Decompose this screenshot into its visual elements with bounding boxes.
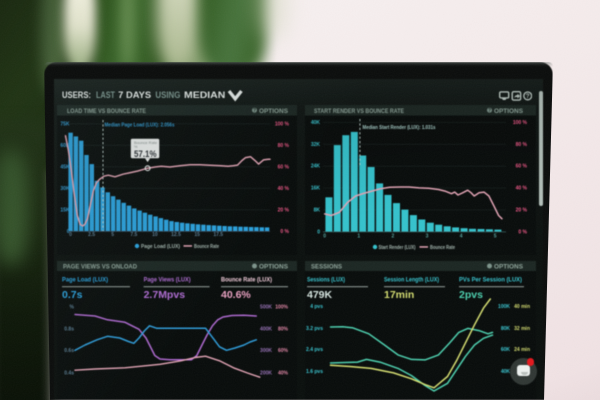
svg-text:?: ?: [488, 108, 491, 114]
svg-text:2.5: 2.5: [88, 232, 95, 238]
svg-text:4 pvs: 4 pvs: [310, 304, 323, 310]
svg-text:?: ?: [526, 93, 530, 100]
svg-text:0: 0: [323, 234, 326, 240]
svg-text:300K: 300K: [260, 348, 272, 354]
svg-text:15: 15: [194, 232, 200, 238]
svg-text:40 min: 40 min: [514, 304, 530, 310]
svg-text:200K: 200K: [260, 371, 272, 377]
svg-text:40K: 40K: [501, 369, 511, 375]
svg-text:LOAD TIME VS BOUNCE RATE: LOAD TIME VS BOUNCE RATE: [67, 109, 146, 115]
svg-text:7 DAYS: 7 DAYS: [118, 90, 151, 100]
svg-text:80K: 80K: [501, 326, 511, 332]
svg-text:Bounce Rate: Bounce Rate: [194, 244, 219, 250]
svg-text:OPTIONS: OPTIONS: [494, 109, 523, 115]
svg-text:OPTIONS: OPTIONS: [259, 109, 288, 115]
svg-text:40%: 40%: [278, 371, 289, 377]
svg-text:80%: 80%: [278, 326, 289, 332]
svg-text:500K: 500K: [260, 305, 272, 311]
svg-text:Page Load (LUX): Page Load (LUX): [141, 244, 180, 250]
svg-text:16K: 16K: [311, 186, 321, 192]
svg-text:3.2 pvs: 3.2 pvs: [306, 326, 323, 332]
svg-text:1.6 pvs: 1.6 pvs: [306, 369, 323, 375]
svg-text:%: %: [70, 305, 75, 311]
svg-text:32 min: 32 min: [514, 326, 530, 332]
svg-text:17.5: 17.5: [213, 232, 223, 238]
svg-text:60K: 60K: [501, 347, 511, 353]
svg-text:2pvs: 2pvs: [459, 289, 483, 301]
svg-text:75K: 75K: [60, 121, 70, 127]
svg-text:Start Render (LUX): Start Render (LUX): [379, 245, 416, 251]
svg-text:40 %: 40 %: [278, 186, 290, 192]
svg-text:2.4 pvs: 2.4 pvs: [306, 347, 323, 353]
svg-text:12.5: 12.5: [171, 232, 181, 238]
svg-text:20 %: 20 %: [278, 207, 290, 213]
svg-text:2.7Mpvs: 2.7Mpvs: [144, 289, 186, 301]
svg-text:40K: 40K: [311, 120, 321, 126]
svg-text:20 %: 20 %: [516, 207, 528, 213]
svg-text:0: 0: [317, 229, 320, 235]
svg-text:100K: 100K: [498, 304, 510, 310]
svg-text:0 %: 0 %: [518, 229, 527, 235]
svg-text:17min: 17min: [384, 289, 414, 301]
svg-text:0.6s: 0.6s: [64, 348, 74, 354]
svg-text:24K: 24K: [311, 164, 321, 170]
svg-text:START RENDER VS BOUNCE RATE: START RENDER VS BOUNCE RATE: [314, 109, 404, 115]
svg-text:OPTIONS: OPTIONS: [259, 265, 288, 271]
svg-text:0: 0: [69, 232, 72, 238]
svg-text:80 %: 80 %: [278, 143, 290, 149]
svg-text:PVs Per Session (LUX): PVs Per Session (LUX): [459, 278, 522, 284]
svg-text:100 %: 100 %: [513, 120, 528, 126]
svg-text:LAST: LAST: [96, 90, 115, 100]
svg-text:100 %: 100 %: [275, 121, 290, 127]
svg-text:5: 5: [111, 232, 114, 238]
svg-text:MEDIAN: MEDIAN: [184, 90, 226, 100]
svg-text:40 %: 40 %: [516, 186, 528, 192]
svg-text:8K: 8K: [314, 207, 321, 213]
svg-text:57.1%: 57.1%: [134, 148, 157, 159]
svg-text:4: 4: [460, 234, 463, 240]
svg-text:400K: 400K: [260, 326, 272, 332]
svg-text:5: 5: [494, 234, 497, 240]
svg-text:24 min: 24 min: [514, 347, 530, 353]
svg-text:60 %: 60 %: [516, 164, 528, 170]
svg-text:0.7s: 0.7s: [62, 289, 83, 301]
svg-text:1: 1: [357, 234, 360, 240]
svg-text:Bounce Rate (LUX): Bounce Rate (LUX): [221, 278, 272, 284]
svg-text:?: ?: [253, 108, 256, 114]
svg-text:479K: 479K: [307, 289, 333, 301]
svg-text:3: 3: [426, 234, 429, 240]
svg-text:Median Start Render (LUX): 1.0: Median Start Render (LUX): 1.031s: [363, 125, 436, 131]
svg-text:100%: 100%: [275, 305, 288, 311]
svg-text:0 %: 0 %: [280, 229, 289, 235]
svg-text:Page Load (LUX): Page Load (LUX): [62, 278, 108, 284]
svg-text:Bounce Rate: Bounce Rate: [430, 245, 455, 251]
svg-text:Session Length (LUX): Session Length (LUX): [384, 278, 439, 284]
svg-text:2: 2: [392, 234, 395, 240]
svg-text:7.5: 7.5: [130, 232, 137, 238]
svg-text:0.4s: 0.4s: [64, 371, 74, 377]
svg-text:40.6%: 40.6%: [221, 289, 251, 301]
svg-text:Sessions (LUX): Sessions (LUX): [307, 278, 345, 284]
svg-text:Median Page Load (LUX): 2.056s: Median Page Load (LUX): 2.056s: [105, 122, 175, 128]
svg-text:60 %: 60 %: [278, 164, 290, 170]
svg-text:OPTIONS: OPTIONS: [494, 265, 523, 271]
svg-text:Page Views (LUX): Page Views (LUX): [144, 278, 191, 284]
svg-text:PAGE VIEWS VS ONLOAD: PAGE VIEWS VS ONLOAD: [63, 265, 138, 271]
svg-text:60%: 60%: [278, 348, 289, 354]
svg-text:0.8s: 0.8s: [64, 326, 74, 332]
svg-text:SESSIONS: SESSIONS: [311, 265, 342, 271]
svg-text:32K: 32K: [311, 142, 321, 148]
svg-text:80 %: 80 %: [516, 142, 528, 148]
svg-text:USERS:: USERS:: [62, 90, 91, 100]
svg-text:10: 10: [152, 232, 158, 238]
svg-text:USING: USING: [155, 90, 180, 100]
svg-text:Bounce Rate: Bounce Rate: [134, 140, 158, 145]
